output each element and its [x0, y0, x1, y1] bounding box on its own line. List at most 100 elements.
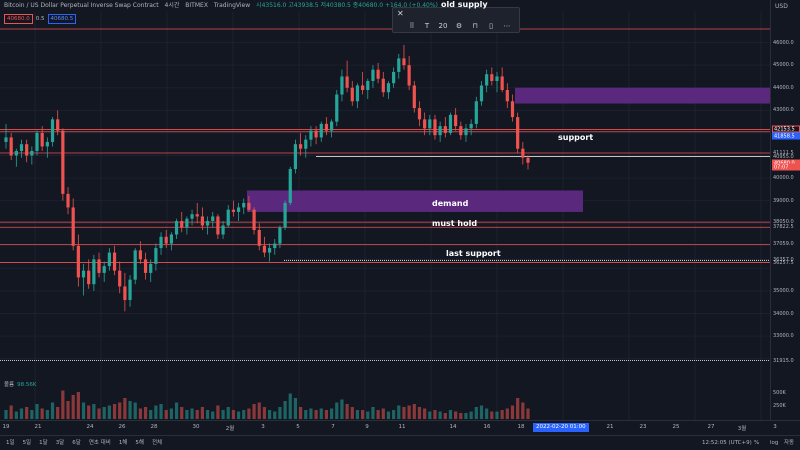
- candle-body: [340, 76, 344, 95]
- volume-bar: [335, 402, 339, 419]
- volume-bar: [283, 401, 287, 419]
- range-button[interactable]: 1일: [6, 440, 15, 446]
- drawing-toolbar[interactable]: ✕ ⠿ T 20 ⚙ ⊓ ▯ ⋯: [392, 7, 520, 33]
- time-axis[interactable]: 2022-02-20 01:00 19 21 24 26 28 30 2월 3 5 7 9 11 14 1…: [0, 420, 800, 434]
- candle-body: [107, 252, 111, 267]
- lock-icon[interactable]: ⊓: [472, 22, 478, 30]
- price-tick-label: 31915.0: [773, 357, 794, 364]
- more-icon[interactable]: ⋯: [503, 22, 511, 30]
- line-width-value[interactable]: 20: [438, 22, 448, 30]
- time-tick-label: 19: [2, 424, 10, 430]
- volume-bar: [102, 407, 106, 419]
- range-button[interactable]: 전체: [151, 440, 163, 446]
- volume-bar: [521, 402, 525, 419]
- volume-bar: [293, 398, 298, 419]
- volume-bar: [273, 411, 277, 419]
- time-tick-label: 18: [517, 424, 525, 430]
- candle-body: [304, 139, 308, 149]
- candle-body: [474, 101, 478, 124]
- price-chart[interactable]: [0, 0, 770, 420]
- volume-bar: [454, 411, 458, 419]
- range-button[interactable]: 연초 대비: [88, 440, 111, 446]
- annotation-last-support[interactable]: last support: [446, 249, 501, 258]
- volume-bar: [485, 408, 489, 419]
- annotation-demand[interactable]: demand: [432, 199, 469, 208]
- volume-bar: [516, 398, 520, 419]
- volume-bar: [428, 411, 432, 419]
- candle-body: [262, 245, 267, 253]
- time-tick-label: 11: [398, 424, 406, 430]
- volume-bar: [402, 407, 406, 419]
- candle-body: [14, 150, 18, 156]
- sell-price-box[interactable]: 40680.0: [4, 14, 33, 24]
- volume-bar: [149, 410, 153, 419]
- range-button[interactable]: 1해: [118, 440, 128, 446]
- candle-body: [381, 78, 385, 93]
- volume-bar: [71, 395, 75, 419]
- annotation-old-supply[interactable]: old supply: [441, 0, 488, 9]
- buy-price-box[interactable]: 40680.5: [47, 14, 77, 24]
- time-tick-label: 23: [639, 424, 647, 430]
- zone-old-supply[interactable]: [515, 87, 770, 104]
- volume-bar: [510, 405, 515, 419]
- text-tool-icon[interactable]: T: [424, 22, 430, 30]
- volume-bar: [92, 404, 96, 419]
- time-tick-label: 9: [365, 424, 369, 430]
- volume-bar: [376, 410, 380, 419]
- cursor-date-label: 2022-02-20 01:00: [533, 423, 589, 432]
- range-button[interactable]: 1달: [39, 440, 48, 446]
- candle-body: [314, 130, 318, 138]
- time-tick-label: 24: [86, 424, 94, 430]
- zone-demand[interactable]: [247, 190, 583, 212]
- timeframe-label[interactable]: 4시간: [164, 2, 180, 9]
- range-button[interactable]: 3달: [55, 440, 65, 446]
- price-tick-label: 34000.0: [773, 310, 794, 317]
- chart-header: Bitcoin / US Dollar Perpetual Inverse Sw…: [0, 0, 770, 12]
- drag-handle-icon[interactable]: ⠿: [409, 22, 415, 30]
- symbol-title[interactable]: Bitcoin / US Dollar Perpetual Inverse Sw…: [4, 2, 159, 9]
- candle-body: [485, 74, 489, 86]
- volume-bar: [392, 410, 396, 419]
- annotation-support[interactable]: support: [558, 133, 594, 142]
- price-tick-label: 33000.0: [773, 333, 794, 340]
- range-button[interactable]: 5일: [22, 440, 32, 446]
- log-toggle[interactable]: log: [770, 440, 779, 446]
- currency-label[interactable]: USD: [775, 3, 788, 10]
- annotation-must-hold[interactable]: must hold: [432, 219, 478, 228]
- clock-readout[interactable]: 12:52:05 (UTC+9): [702, 440, 752, 446]
- settings-gear-icon[interactable]: ⚙: [455, 22, 463, 30]
- volume-bar: [164, 410, 168, 419]
- trash-icon[interactable]: ▯: [489, 22, 493, 30]
- volume-bar: [417, 407, 422, 419]
- close-icon[interactable]: ✕: [397, 9, 404, 18]
- candle-body: [516, 117, 520, 149]
- volume-bar: [288, 393, 292, 419]
- ohlc-readout: 시43516.0 고43938.5 저40380.5 종40680.0 +164…: [256, 2, 438, 9]
- volume-bar: [143, 407, 148, 419]
- candle-body: [448, 114, 453, 133]
- range-button[interactable]: 5해: [135, 440, 144, 446]
- candle-body: [330, 121, 334, 131]
- price-tick-label: 37822.5: [773, 224, 794, 231]
- volume-bar: [330, 408, 334, 419]
- candle-body: [288, 169, 292, 203]
- volume-bar: [87, 405, 91, 419]
- candle-body: [61, 130, 65, 194]
- range-button[interactable]: 6달: [72, 440, 81, 446]
- volume-bar: [381, 408, 385, 419]
- bottom-toolbar: 1일 5일 1달 3달 6달 연초 대비 1해 5해 전체 12:52:05 (UTC+9) %…: [0, 435, 800, 450]
- price-tick-label: 46000.0: [773, 39, 794, 46]
- time-tick-label: 28: [150, 424, 158, 430]
- price-axis[interactable]: 46000.0 45000.0 44000.0 43000.0 41111.5 40955…: [770, 0, 800, 420]
- candle-body: [169, 234, 173, 244]
- price-tick-label: 44000.0: [773, 84, 794, 91]
- price-tick-label: 38050.0: [773, 219, 794, 226]
- volume-bar: [128, 401, 132, 419]
- percent-toggle[interactable]: %: [754, 440, 760, 446]
- volume-indicator-label[interactable]: 볼륨 98.56K: [4, 380, 36, 388]
- auto-scale-toggle[interactable]: 자동: [784, 440, 795, 446]
- candle-body: [25, 144, 29, 156]
- volume-bar: [221, 410, 225, 419]
- candle-body: [454, 114, 458, 127]
- candle-body: [402, 58, 406, 66]
